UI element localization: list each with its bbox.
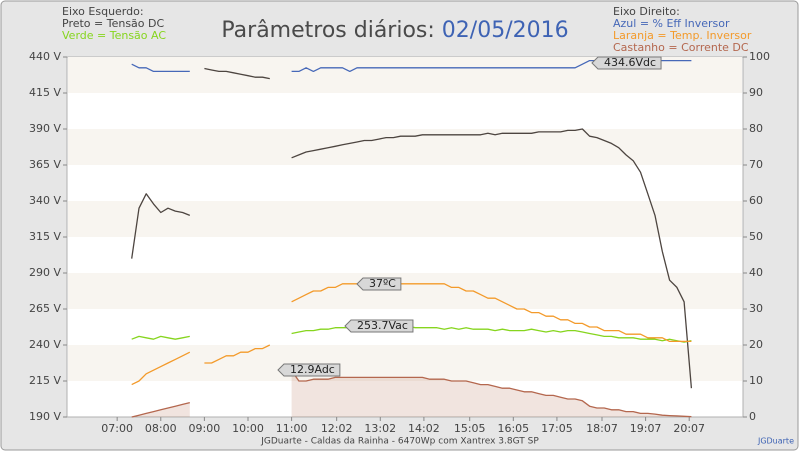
right-axis-heading: Eixo Direito: xyxy=(613,5,680,18)
y2-tick-label: 30 xyxy=(749,302,763,315)
annotation-box xyxy=(277,363,341,377)
credit: JGDuarte xyxy=(757,437,794,446)
x-tick-label: 14:02 xyxy=(408,422,440,435)
annotation-box xyxy=(356,277,402,291)
series-area xyxy=(131,370,692,417)
y2-tick-label: 100 xyxy=(749,50,770,63)
y-tick-label: 440 V xyxy=(29,50,61,63)
y2-tick-label: 0 xyxy=(749,410,756,423)
y-tick-label: 415 V xyxy=(29,86,61,99)
x-tick-label: 10:00 xyxy=(232,422,264,435)
band xyxy=(68,345,742,381)
x-tick-label: 16:05 xyxy=(497,422,529,435)
annotation-box xyxy=(591,56,662,70)
legend-entry: Verde = Tensão AC xyxy=(62,29,166,42)
x-tick-label: 15:05 xyxy=(454,422,486,435)
title-date: 02/05/2016 xyxy=(442,18,569,43)
chart-title: Parâmetros diários: 02/05/2016 xyxy=(221,18,568,43)
y-tick-label: 390 V xyxy=(29,122,61,135)
x-tick-label: 09:00 xyxy=(189,422,221,435)
y-tick-label: 240 V xyxy=(29,338,61,351)
annotation: 12.9Adc xyxy=(277,363,341,377)
plot-area: 190 V 215 V 240 V 265 V 290 V 315 V 340 V 365 V… xyxy=(29,50,770,435)
legend-entry: Azul = % Eff Inversor xyxy=(613,17,730,30)
y-tick-label: 365 V xyxy=(29,158,61,171)
band xyxy=(68,201,742,237)
x-tick-label: 11:00 xyxy=(276,422,308,435)
y2-tick-label: 90 xyxy=(749,86,763,99)
y-tick-label: 215 V xyxy=(29,374,61,387)
annotation-text: 434.6Vdc xyxy=(604,56,656,69)
y2-tick-label: 60 xyxy=(749,194,763,207)
annotation-text: 12.9Adc xyxy=(290,363,335,376)
legend-entry: Laranja = Temp. Inversor xyxy=(613,29,752,42)
band xyxy=(68,129,742,165)
annotation-text: 37ºC xyxy=(369,277,396,290)
x-tick-label: 19:07 xyxy=(630,422,662,435)
series-line xyxy=(131,67,693,389)
footer: JGDuarte - Caldas da Rainha - 6470Wp com… xyxy=(260,437,539,447)
y-tick-label: 290 V xyxy=(29,266,61,279)
x-tick-label: 17:05 xyxy=(541,422,573,435)
annotation: 434.6Vdc xyxy=(591,56,662,70)
annotation: 37ºC xyxy=(356,277,402,291)
y-tick-label: 190 V xyxy=(29,410,61,423)
band xyxy=(68,273,742,309)
legend-entry: Castanho = Corrente DC xyxy=(613,41,749,54)
annotation-box xyxy=(344,319,414,333)
annotation-text: 253.7Vac xyxy=(357,319,408,332)
y2-tick-label: 50 xyxy=(749,230,763,243)
title-text: Parâmetros diários: xyxy=(221,18,434,43)
x-tick-label: 20:07 xyxy=(673,422,705,435)
x-tick-label: 18:07 xyxy=(586,422,618,435)
y-tick-label: 340 V xyxy=(29,194,61,207)
y-tick-label: 265 V xyxy=(29,302,61,315)
x-tick-label: 13:02 xyxy=(364,422,396,435)
legend-entry: Preto = Tensão DC xyxy=(62,17,164,30)
x-tick-label: 07:00 xyxy=(101,422,133,435)
y2-tick-label: 20 xyxy=(749,338,763,351)
x-tick-label: 12:02 xyxy=(321,422,353,435)
y2-tick-label: 70 xyxy=(749,158,763,171)
series-line xyxy=(131,370,692,418)
x-tick-label: 08:00 xyxy=(145,422,177,435)
left-axis-heading: Eixo Esquerdo: xyxy=(62,5,144,18)
y2-tick-label: 10 xyxy=(749,374,763,387)
y2-tick-label: 40 xyxy=(749,266,763,279)
y-tick-label: 315 V xyxy=(29,230,61,243)
annotation: 253.7Vac xyxy=(344,319,414,333)
y2-tick-label: 80 xyxy=(749,122,763,135)
